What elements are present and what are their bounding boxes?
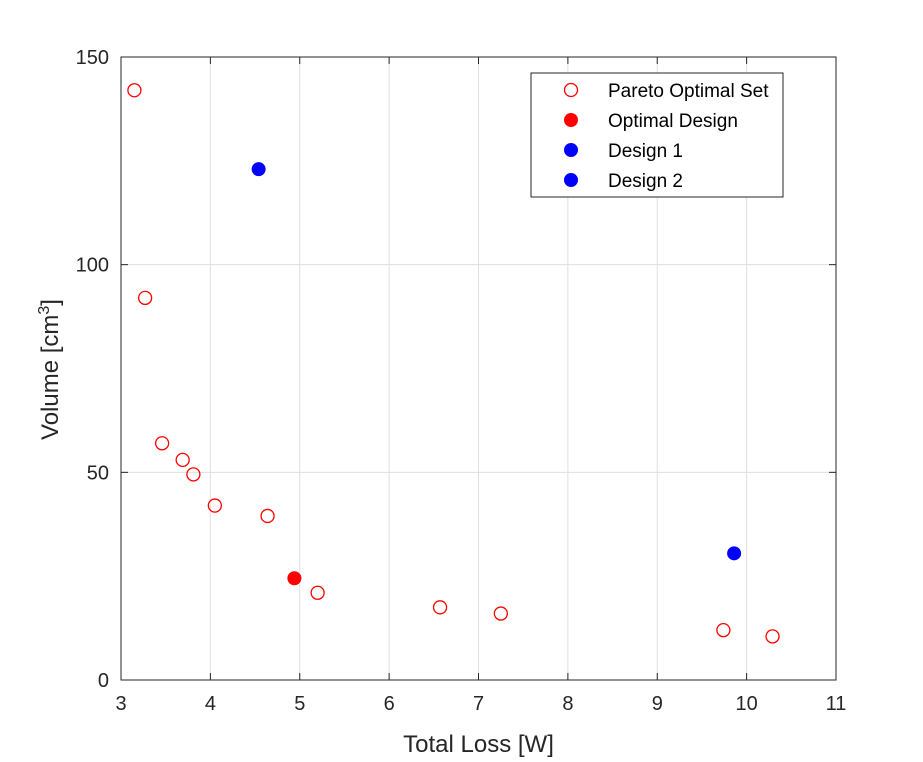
y-axis-label-superscript: 3 xyxy=(36,306,53,315)
pareto-point xyxy=(716,623,731,638)
x-tick-label: 4 xyxy=(205,693,216,715)
legend: Pareto Optimal Set Optimal Design Design 1… xyxy=(530,72,784,198)
pareto-point xyxy=(154,436,170,451)
design-point xyxy=(251,162,266,177)
x-tick-label: 3 xyxy=(115,693,126,715)
y-axis-label: Volume [cm3] xyxy=(36,299,64,440)
y-tick-label: 150 xyxy=(76,47,109,69)
y-tick-labels: 0 50 100 150 xyxy=(76,47,109,692)
legend-label: Design 2 xyxy=(608,171,683,192)
x-tick-label: 5 xyxy=(294,693,305,715)
legend-items: Pareto Optimal Set Optimal Design Design 1… xyxy=(563,81,769,192)
pareto-point xyxy=(137,290,153,306)
x-tick-label: 6 xyxy=(384,693,395,715)
x-tick-label: 7 xyxy=(473,693,484,715)
legend-marker xyxy=(564,143,578,157)
legend-label: Design 1 xyxy=(608,141,683,162)
design-point xyxy=(287,571,302,586)
x-axis-label: Total Loss [W] xyxy=(403,731,554,758)
legend-marker xyxy=(563,82,579,98)
x-tick-label: 10 xyxy=(736,693,758,715)
legend-marker xyxy=(564,173,578,187)
x-tick-label: 11 xyxy=(826,693,847,715)
x-tick-label: 8 xyxy=(562,693,573,715)
pareto-point xyxy=(207,498,222,513)
pareto-point xyxy=(432,600,448,615)
y-tick-label: 100 xyxy=(76,255,109,277)
y-axis-label-prefix: Volume [cm xyxy=(37,315,64,440)
pareto-point xyxy=(175,452,190,468)
design-point xyxy=(727,546,742,561)
axis-ticks xyxy=(120,56,837,681)
pareto-point xyxy=(127,83,142,98)
x-tick-label: 9 xyxy=(652,693,663,715)
pareto-point xyxy=(493,606,508,621)
legend-label: Pareto Optimal Set xyxy=(608,81,769,102)
legend-label: Optimal Design xyxy=(608,111,738,132)
y-tick-label: 0 xyxy=(98,670,109,692)
pareto-point xyxy=(310,585,325,600)
pareto-point xyxy=(186,467,201,482)
pareto-point xyxy=(765,629,780,644)
y-axis-label-suffix: ] xyxy=(37,299,64,306)
data-points xyxy=(127,83,780,644)
y-tick-label: 50 xyxy=(87,462,109,484)
pareto-point xyxy=(260,508,275,524)
legend-marker xyxy=(564,113,578,127)
x-tick-labels: 3 4 5 6 7 8 9 10 11 xyxy=(115,693,846,715)
